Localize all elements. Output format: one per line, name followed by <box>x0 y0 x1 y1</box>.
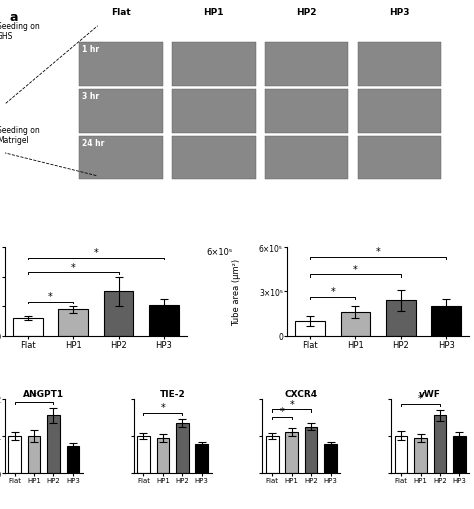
Bar <box>149 305 179 336</box>
Text: HP3: HP3 <box>389 8 410 17</box>
Bar <box>395 436 407 473</box>
Bar <box>195 444 208 473</box>
Text: *: * <box>289 399 294 409</box>
Text: HP1: HP1 <box>203 8 224 17</box>
Text: *: * <box>330 286 335 296</box>
Title: ANGPT1: ANGPT1 <box>23 389 64 398</box>
Text: 24 hr: 24 hr <box>82 138 105 148</box>
Bar <box>176 423 189 473</box>
FancyBboxPatch shape <box>358 136 441 180</box>
Bar <box>453 436 466 473</box>
Bar <box>156 438 169 473</box>
Bar <box>295 321 325 336</box>
Text: HP2: HP2 <box>296 8 317 17</box>
Bar <box>137 436 150 473</box>
FancyBboxPatch shape <box>172 43 255 87</box>
Text: Tube area (μm²): Tube area (μm²) <box>232 258 241 325</box>
Text: a: a <box>9 11 18 23</box>
Bar <box>305 427 318 473</box>
Bar <box>434 415 446 473</box>
Text: Flat: Flat <box>111 8 131 17</box>
FancyBboxPatch shape <box>172 136 255 180</box>
Bar <box>266 436 279 473</box>
Text: *: * <box>161 403 165 412</box>
Text: *: * <box>93 247 98 258</box>
Bar <box>67 446 79 473</box>
Bar <box>28 436 40 473</box>
Bar <box>285 432 298 473</box>
Text: *: * <box>71 262 75 272</box>
Bar <box>414 438 427 473</box>
Title: vWF: vWF <box>419 389 441 398</box>
Bar <box>104 292 133 336</box>
FancyBboxPatch shape <box>79 136 163 180</box>
Text: *: * <box>376 246 381 257</box>
Text: *: * <box>48 292 53 301</box>
Text: Seeding on
Matrigel: Seeding on Matrigel <box>0 125 40 145</box>
Bar <box>431 306 461 336</box>
FancyBboxPatch shape <box>265 136 348 180</box>
Bar <box>324 444 337 473</box>
Bar <box>341 313 370 336</box>
Title: TIE-2: TIE-2 <box>160 389 185 398</box>
Text: *: * <box>280 406 284 416</box>
Bar <box>386 301 416 336</box>
Bar <box>13 318 43 336</box>
Bar <box>58 309 88 336</box>
FancyBboxPatch shape <box>358 43 441 87</box>
Text: 3 hr: 3 hr <box>82 92 100 101</box>
Bar <box>47 415 60 473</box>
Bar <box>8 436 21 473</box>
FancyBboxPatch shape <box>358 90 441 133</box>
Text: *: * <box>418 393 423 403</box>
FancyBboxPatch shape <box>172 90 255 133</box>
Text: Seeding on
GHS: Seeding on GHS <box>0 22 40 41</box>
Text: *: * <box>32 391 36 402</box>
FancyBboxPatch shape <box>265 43 348 87</box>
Text: 1 hr: 1 hr <box>82 45 100 54</box>
Text: *: * <box>353 264 358 274</box>
Text: 6×10⁵: 6×10⁵ <box>206 248 232 257</box>
FancyBboxPatch shape <box>79 43 163 87</box>
FancyBboxPatch shape <box>265 90 348 133</box>
Title: CXCR4: CXCR4 <box>285 389 318 398</box>
FancyBboxPatch shape <box>79 90 163 133</box>
